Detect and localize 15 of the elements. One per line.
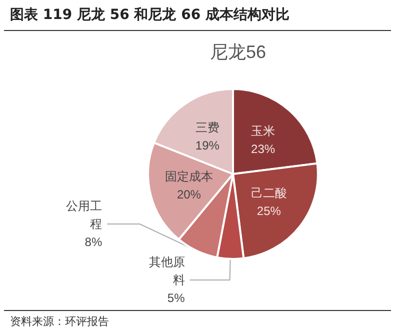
slice-label: 固定成本 (164, 169, 213, 184)
data-label: 19% (195, 138, 220, 152)
data-label: 8% (84, 235, 102, 249)
chart-title: 图表 119 尼龙 56 和尼龙 66 成本结构对比 (10, 6, 290, 24)
data-label: 5% (167, 291, 186, 305)
data-label: 20% (176, 187, 202, 202)
data-label: 25% (256, 204, 282, 218)
slice-label: 其他原料 (148, 255, 185, 287)
slice-label: 己二酸 (250, 186, 287, 200)
slice-label: 公用工程 (66, 199, 102, 231)
slice-label: 三费 (195, 120, 220, 134)
text: 资料来源：环评报告 (10, 314, 109, 329)
chart-subtitle: 尼龙56 (210, 42, 266, 62)
slice-label: 玉米 (251, 124, 276, 138)
data-label: 23% (251, 142, 276, 156)
